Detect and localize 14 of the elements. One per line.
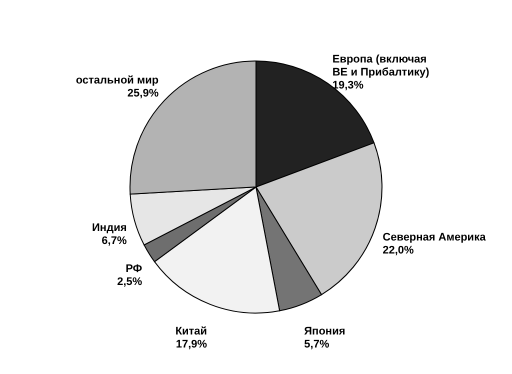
slice-label: Япония — [304, 326, 346, 338]
data-label: 25,9% — [127, 88, 159, 100]
slice-label: РФ — [126, 262, 142, 275]
slice-label: Европа (включая ВЕ и Прибалтику) — [332, 54, 430, 79]
slice-label: Китай — [175, 325, 208, 338]
data-label: 5,7% — [304, 338, 330, 351]
slice-label: Северная Америка — [382, 232, 487, 244]
data-label: 6,7% — [102, 234, 127, 247]
data-label: 22,0% — [382, 244, 414, 257]
data-label: 2,5% — [117, 276, 142, 288]
slice-label: остальной мир — [76, 74, 159, 87]
data-label: 19,3% — [332, 80, 364, 92]
data-label: 17,9% — [176, 338, 208, 350]
slice-label: Индия — [92, 222, 127, 234]
